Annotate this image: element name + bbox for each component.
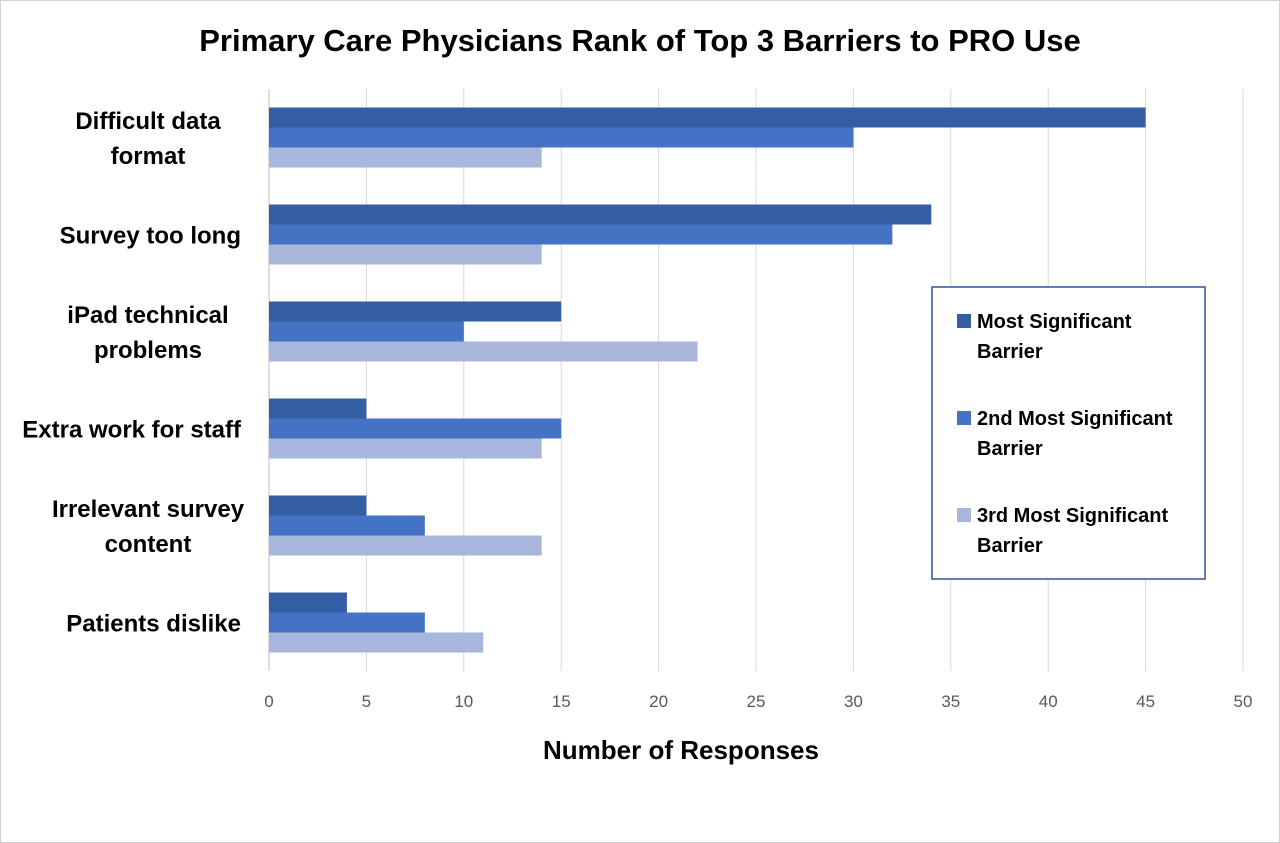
bars	[269, 107, 1146, 653]
chart-title: Primary Care Physicians Rank of Top 3 Ba…	[199, 23, 1081, 58]
category-label: Difficult data	[75, 108, 221, 135]
x-tick-label: 5	[362, 692, 371, 711]
x-tick-label: 35	[941, 692, 960, 711]
bar-series-1	[269, 495, 367, 516]
bar-series-2	[269, 321, 464, 342]
x-tick-label: 20	[649, 692, 668, 711]
legend-label: Barrier	[977, 438, 1043, 460]
x-axis-title: Number of Responses	[543, 735, 819, 765]
x-tick-label: 0	[264, 692, 273, 711]
category-label: format	[111, 143, 186, 170]
category-label: Irrelevant survey	[52, 496, 245, 523]
category-label: content	[105, 531, 192, 558]
legend-label: 3rd Most Significant	[977, 505, 1168, 527]
bar-series-3	[269, 438, 542, 459]
category-label: problems	[94, 337, 202, 364]
legend-swatch	[957, 314, 971, 328]
legend-swatch	[957, 411, 971, 425]
bar-series-1	[269, 398, 367, 419]
category-label: Patients dislike	[66, 611, 241, 638]
bar-series-2	[269, 612, 425, 633]
bar-series-2	[269, 224, 893, 245]
legend-label: Barrier	[977, 535, 1043, 557]
bar-series-3	[269, 244, 542, 265]
bar-series-3	[269, 341, 698, 362]
bar-series-2	[269, 127, 854, 148]
bar-series-1	[269, 301, 562, 322]
x-tick-labels: 0 5 10 15 20 25 30 35 40 45 50	[264, 692, 1252, 711]
bar-series-2	[269, 418, 562, 439]
x-tick-label: 45	[1136, 692, 1155, 711]
x-tick-label: 15	[552, 692, 571, 711]
legend-box	[931, 286, 1206, 580]
x-tick-label: 50	[1234, 692, 1253, 711]
bar-series-1	[269, 204, 932, 225]
x-tick-label: 40	[1039, 692, 1058, 711]
category-labels: Difficult data format Survey too long iPad …	[22, 108, 244, 638]
bar-series-1	[269, 107, 1146, 128]
category-label: Extra work for staff	[22, 417, 242, 444]
category-label: iPad technical	[67, 302, 228, 329]
bar-series-3	[269, 632, 484, 653]
x-tick-label: 30	[844, 692, 863, 711]
category-label: Survey too long	[60, 223, 241, 250]
x-tick-label: 25	[747, 692, 766, 711]
legend-swatch	[957, 508, 971, 522]
legend-label: 2nd Most Significant	[977, 408, 1173, 430]
x-tick-label: 10	[454, 692, 473, 711]
legend: Most Significant Barrier 2nd Most Signific…	[931, 286, 1206, 580]
bar-series-2	[269, 515, 425, 536]
legend-label: Barrier	[977, 341, 1043, 363]
legend-label: Most Significant	[977, 311, 1132, 333]
bar-series-3	[269, 535, 542, 556]
bar-series-1	[269, 592, 347, 613]
bar-series-3	[269, 147, 542, 168]
